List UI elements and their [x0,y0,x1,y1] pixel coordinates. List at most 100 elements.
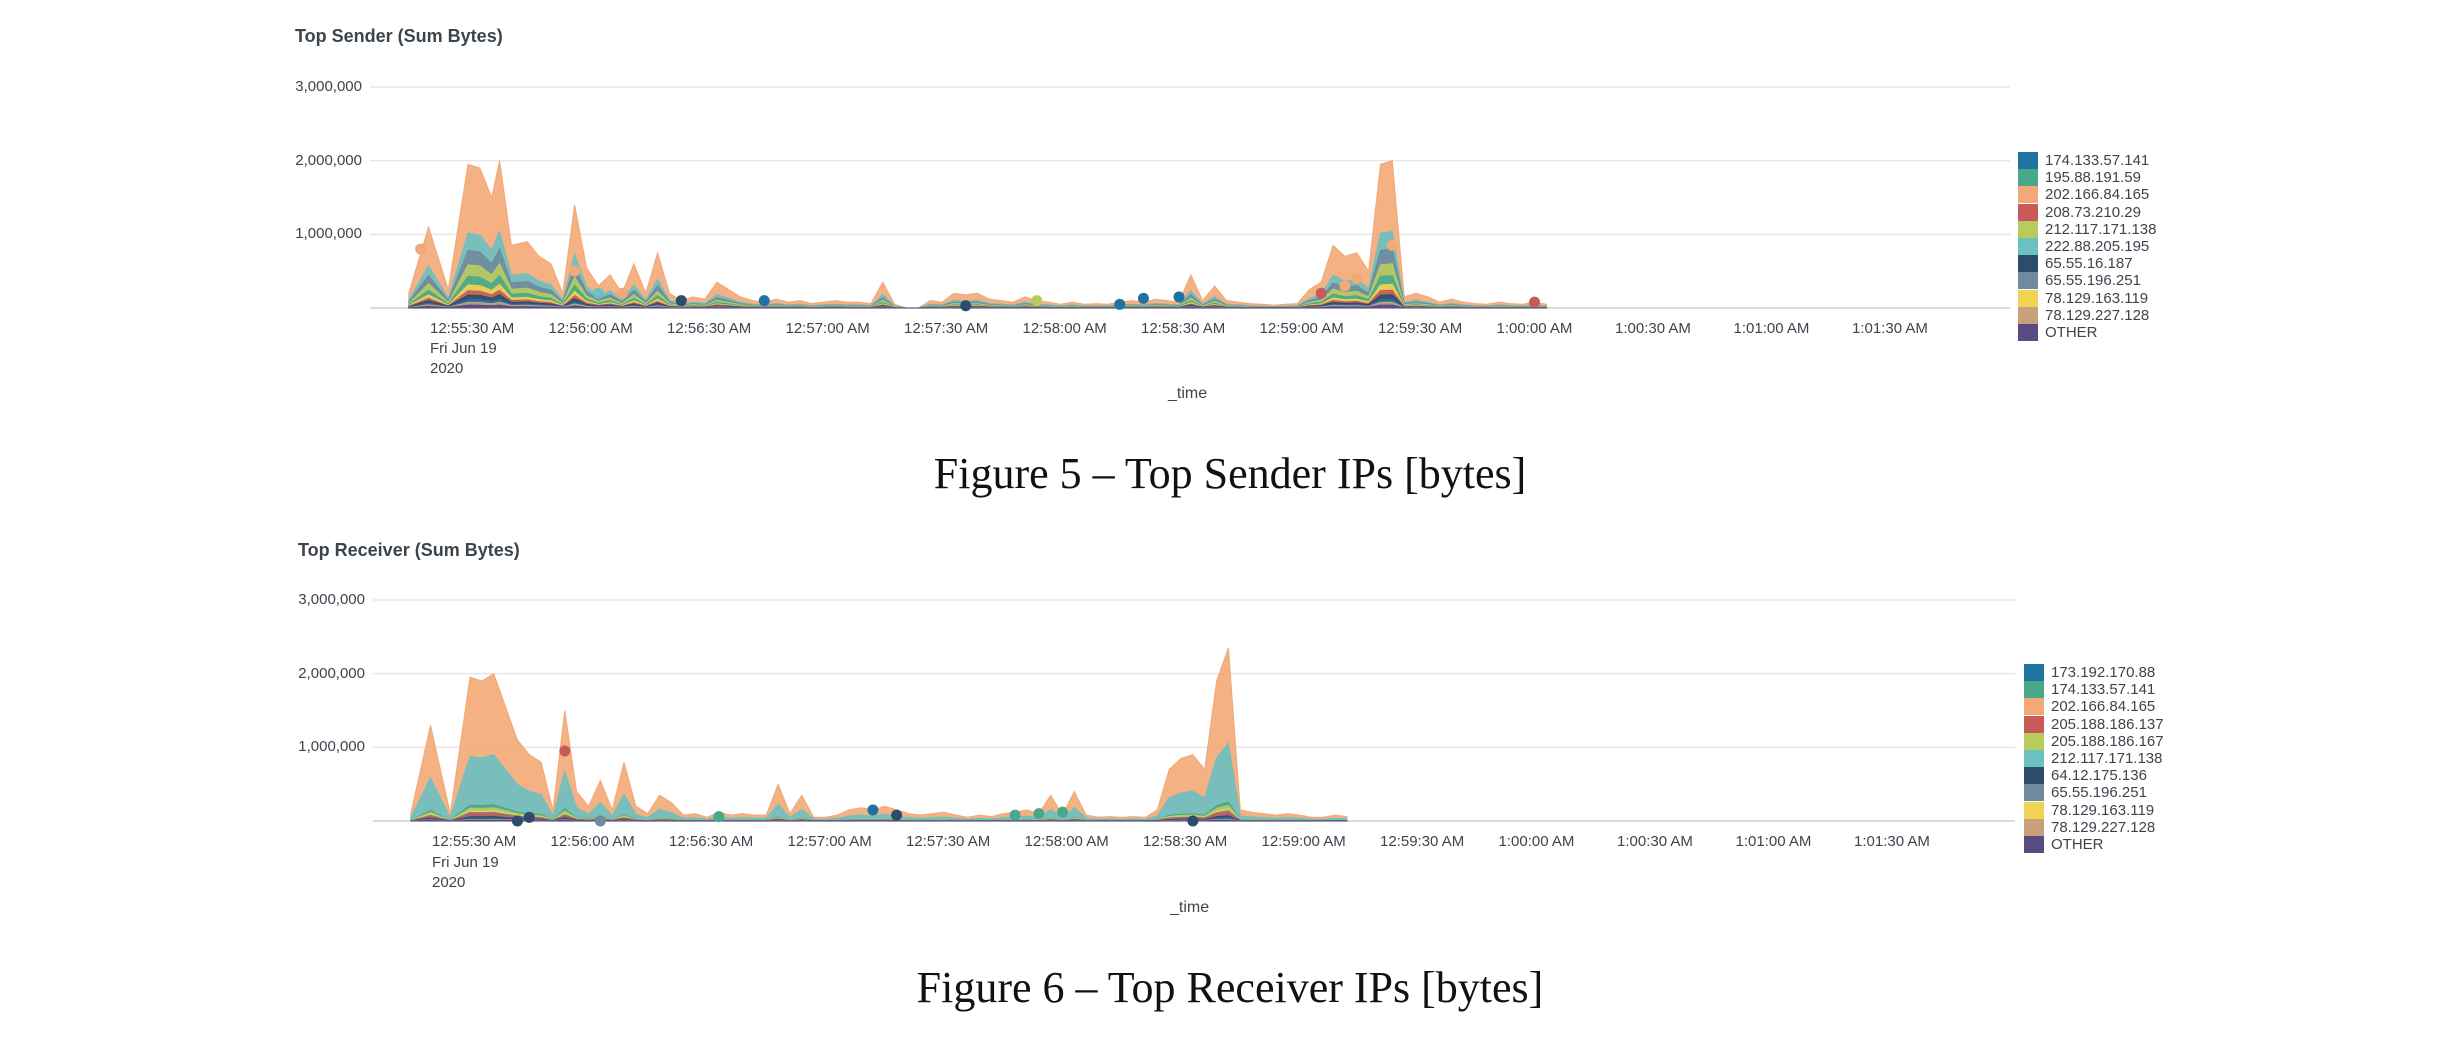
data-point[interactable] [1187,815,1199,827]
legend-item[interactable]: 78.129.163.119 [2018,289,2157,307]
x-tick-label: 1:00:30 AM [1615,320,1691,337]
x-tick-label: 1:01:30 AM [1854,833,1930,850]
legend-item[interactable]: 208.73.210.29 [2018,203,2157,221]
figure-caption-5: Figure 5 – Top Sender IPs [bytes] [933,449,1527,498]
legend-label: 212.117.171.138 [2051,750,2163,768]
legend-item[interactable]: 78.129.227.128 [2024,818,2164,836]
chart-panel-top-receiver: Top Receiver (Sum Bytes) 3,000,000 2,000,… [0,514,2460,964]
x-tick-label: 12:55:30 AM [430,320,515,337]
legend-item[interactable]: 78.129.227.128 [2018,306,2157,324]
x-tick-label: 12:59:30 AM [1380,833,1465,850]
figure-caption-6: Figure 6 – Top Receiver IPs [bytes] [916,963,1544,1012]
x-tick-label: 1:01:00 AM [1733,320,1810,337]
legend-swatch [2024,715,2044,733]
legend-item[interactable]: 205.188.186.137 [2024,715,2164,733]
chart-panel-top-sender: Top Sender (Sum Bytes) 3,000,000 2,000,00… [0,0,2460,450]
legend-label: 222.88.205.195 [2045,238,2150,256]
legend-item[interactable]: 65.55.16.187 [2018,255,2157,273]
legend-swatch [2024,835,2044,853]
legend-swatch [2024,784,2044,802]
legend-item[interactable]: 202.166.84.165 [2018,186,2157,204]
legend-swatch [2018,186,2038,204]
data-point[interactable] [758,295,770,307]
data-point[interactable] [616,287,628,299]
legend-item[interactable]: OTHER [2024,835,2164,853]
legend-swatch [2018,255,2038,273]
legend-swatch [2024,750,2044,768]
data-point[interactable] [559,745,571,757]
x-tick-label: 12:57:30 AM [906,833,991,850]
legend-item[interactable]: 205.188.186.167 [2024,732,2164,750]
data-point[interactable] [1173,291,1185,303]
legend-item[interactable]: 174.133.57.141 [2024,681,2164,699]
x-tick-label: 1:01:00 AM [1735,833,1812,850]
legend-swatch [2018,203,2038,221]
data-point[interactable] [1033,808,1045,820]
legend-swatch [2024,681,2044,699]
legend-label: 208.73.210.29 [2045,203,2141,221]
legend-label: 195.88.191.59 [2045,169,2141,187]
legend-item[interactable]: 212.117.171.138 [2024,750,2164,768]
data-point[interactable] [1339,280,1351,292]
legend-item[interactable]: OTHER [2018,323,2157,341]
legend-item[interactable]: 65.55.196.251 [2018,272,2157,290]
data-point[interactable] [713,811,725,823]
x-tick-label: 12:57:00 AM [787,833,872,850]
data-point[interactable] [1137,292,1149,304]
legend-swatch [2018,152,2038,170]
legend-item[interactable]: 78.129.163.119 [2024,801,2164,819]
data-point[interactable] [1315,287,1327,299]
x-tick-label: 12:56:30 AM [667,320,752,337]
data-point[interactable] [891,809,903,821]
x-tick-label: 12:58:30 AM [1143,833,1228,850]
x-tick-label: 12:59:00 AM [1259,320,1344,337]
data-point[interactable] [594,815,606,827]
legend-label: 174.133.57.141 [2045,152,2150,170]
legend-item[interactable]: 173.192.170.88 [2024,664,2164,682]
data-point[interactable] [1114,298,1126,310]
data-point[interactable] [523,811,535,823]
legend-item[interactable]: 195.88.191.59 [2018,169,2157,187]
x-tick-label: 1:01:30 AM [1852,320,1928,337]
legend-swatch [2024,818,2044,836]
legend-item[interactable]: 65.55.196.251 [2024,784,2164,802]
legend-item[interactable]: 222.88.205.195 [2018,238,2157,256]
data-point[interactable] [569,265,581,277]
data-point[interactable] [1057,806,1068,818]
legend-label: 205.188.186.137 [2051,715,2164,733]
legend-label: 78.129.227.128 [2045,306,2150,324]
y-tick-label: 2,000,000 [298,664,365,682]
legend-label: 78.129.227.128 [2051,818,2156,836]
data-point[interactable] [1351,273,1363,285]
data-point[interactable] [1529,296,1540,308]
x-axis-label: _time [1170,899,1210,916]
data-point[interactable] [960,300,972,312]
data-point[interactable] [675,295,687,307]
data-point[interactable] [1031,295,1043,307]
x-tick-sub-date: Fri Jun 19 [432,854,499,871]
x-tick-label: 12:59:30 AM [1378,320,1463,337]
x-tick-label: 1:00:00 AM [1498,833,1575,850]
legend-swatch [2024,664,2044,682]
data-point[interactable] [1386,239,1398,251]
legend-label: 65.55.196.251 [2045,272,2141,290]
legend-swatch [2024,767,2044,785]
legend-item[interactable]: 202.166.84.165 [2024,698,2164,716]
legend: 173.192.170.88 174.133.57.141 202.166.84.1… [2024,664,2164,853]
legend-label: 65.55.16.187 [2045,255,2133,273]
data-point[interactable] [592,287,604,299]
chart-title: Top Sender (Sum Bytes) [295,26,503,46]
legend-swatch [2024,698,2044,716]
x-tick-sub-year: 2020 [432,874,466,891]
data-point[interactable] [867,804,879,816]
legend-item[interactable]: 64.12.175.136 [2024,767,2164,785]
legend-swatch [2024,801,2044,819]
data-point[interactable] [511,815,523,827]
data-point[interactable] [1009,809,1021,821]
legend-label: 202.166.84.165 [2045,186,2150,204]
legend-label: 174.133.57.141 [2051,681,2156,699]
legend-swatch [2024,732,2044,750]
data-point[interactable] [415,243,427,255]
legend-item[interactable]: 212.117.171.138 [2018,220,2157,238]
legend-item[interactable]: 174.133.57.141 [2018,152,2157,170]
